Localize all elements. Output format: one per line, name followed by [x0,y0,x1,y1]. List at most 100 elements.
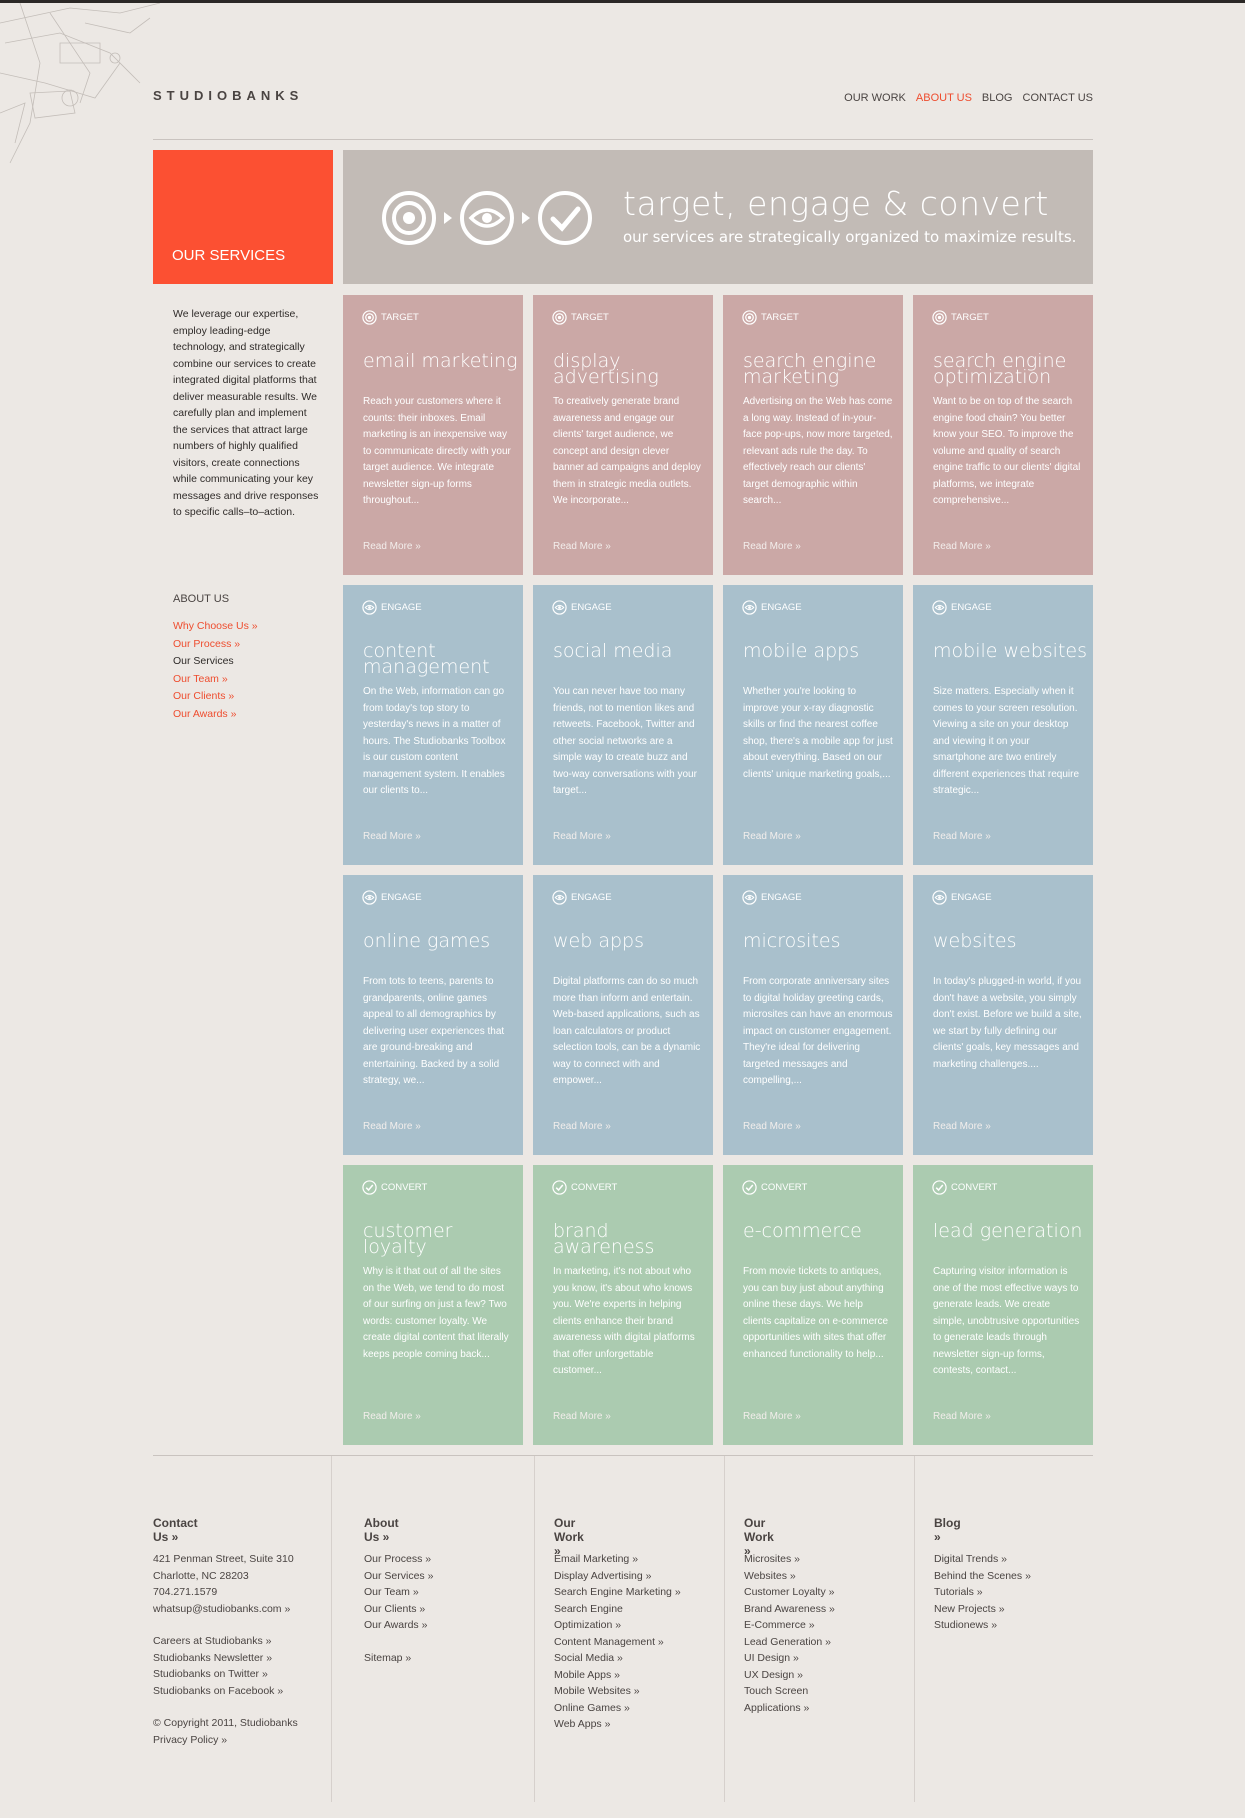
sidebar-link-our-team[interactable]: Our Team » [173,672,228,685]
footer-link[interactable]: whatsup@studiobanks.com » [153,1602,291,1615]
read-more-link[interactable]: Read More » [933,831,991,842]
service-card[interactable]: ENGAGE social media You can never have too… [533,585,713,865]
card-title[interactable]: websites [933,930,1017,952]
card-title[interactable]: web apps [553,930,644,952]
read-more-link[interactable]: Read More » [933,1121,991,1132]
footer-link[interactable]: Email Marketing » [554,1553,639,1565]
card-title[interactable]: online games [363,930,491,952]
footer-link[interactable]: Lead Generation » [744,1635,831,1648]
sidebar-link-our-process[interactable]: Our Process » [173,637,241,650]
read-more-link[interactable]: Read More » [363,831,421,842]
footer-link[interactable]: Studiobanks on Twitter » [153,1668,268,1680]
nav-contact-us[interactable]: CONTACT US [1022,92,1094,104]
sidebar-link-our-clients[interactable]: Our Clients » [173,690,235,703]
read-more-link[interactable]: Read More » [363,1121,421,1132]
sidebar-link-why-choose-us[interactable]: Why Choose Us » [173,620,258,632]
footer-link[interactable]: Brand Awareness » [744,1602,835,1615]
read-more-link[interactable]: Read More » [553,1411,611,1422]
footer-link[interactable]: Websites » [744,1569,796,1582]
card-title[interactable]: content management [363,640,490,678]
card-title[interactable]: brand awareness [553,1220,655,1258]
footer-work-heading[interactable]: Our Work » [554,1516,584,1558]
read-more-link[interactable]: Read More » [553,1121,611,1132]
card-title[interactable]: display advertising [553,350,659,388]
nav-blog[interactable]: BLOG [981,92,1013,104]
footer-link[interactable]: Our Team » [364,1586,419,1598]
footer-about-heading[interactable]: About Us » [364,1516,399,1544]
footer-link[interactable]: Mobile Apps » [554,1668,620,1681]
read-more-link[interactable]: Read More » [933,541,991,552]
service-card[interactable]: ENGAGE online games From tots to teens, pa… [343,875,523,1155]
service-card[interactable]: CONVERT brand awareness In marketing, it's… [533,1165,713,1445]
footer-blog-heading[interactable]: Blog » [934,1516,961,1544]
sidebar-link-our-services[interactable]: Our Services [173,655,234,668]
read-more-link[interactable]: Read More » [933,1411,991,1422]
read-more-link[interactable]: Read More » [743,831,801,842]
footer-link[interactable]: Studiobanks on Facebook » [153,1684,284,1697]
read-more-link[interactable]: Read More » [363,1411,421,1422]
footer-work-heading-2[interactable]: Our Work » [744,1516,774,1558]
footer-link[interactable]: Display Advertising » [554,1569,652,1582]
card-title[interactable]: search engine marketing [743,350,877,388]
sidebar-link-our-awards[interactable]: Our Awards » [173,707,237,720]
footer-link[interactable]: Social Media » [554,1652,623,1664]
service-card[interactable]: TARGET email marketing Reach your customer… [343,295,523,575]
service-card[interactable]: TARGET search engine optimization Want to … [913,295,1093,575]
service-card[interactable]: TARGET search engine marketing Advertising… [723,295,903,575]
service-card[interactable]: ENGAGE websites In today's plugged-in worl… [913,875,1093,1155]
service-card[interactable]: ENGAGE mobile apps Whether you're looking … [723,585,903,865]
footer-link[interactable]: Online Games » [554,1701,630,1714]
read-more-link[interactable]: Read More » [553,831,611,842]
nav-about-us[interactable]: ABOUT US [915,92,972,104]
card-title[interactable]: social media [553,640,673,662]
read-more-link[interactable]: Read More » [743,1411,801,1422]
footer-link[interactable]: Studionews » [934,1619,998,1631]
footer-link[interactable]: UI Design » [744,1652,799,1664]
footer-link[interactable]: Optimization » [554,1619,622,1631]
footer-link[interactable]: Sitemap » [364,1651,412,1664]
footer-link[interactable]: Mobile Websites » [554,1685,640,1697]
footer-link[interactable]: E-Commerce » [744,1619,815,1631]
service-card[interactable]: TARGET display advertising To creatively g… [533,295,713,575]
service-card[interactable]: ENGAGE content management On the Web, info… [343,585,523,865]
footer-contact-heading[interactable]: Contact Us » [153,1516,198,1544]
service-card[interactable]: ENGAGE microsites From corporate anniversa… [723,875,903,1155]
footer-link[interactable]: Careers at Studiobanks » [153,1635,272,1647]
footer-link[interactable]: New Projects » [934,1602,1005,1615]
footer-link[interactable]: Our Services » [364,1569,434,1582]
read-more-link[interactable]: Read More » [743,541,801,552]
card-title[interactable]: mobile websites [933,640,1087,662]
footer-link[interactable]: Digital Trends » [934,1553,1007,1565]
card-title[interactable]: lead generation [933,1220,1083,1242]
service-card[interactable]: CONVERT customer loyalty Why is it that ou… [343,1165,523,1445]
footer-link[interactable]: Customer Loyalty » [744,1586,835,1598]
footer-link[interactable]: Our Process » [364,1553,432,1565]
footer-link[interactable]: Studiobanks Newsletter » [153,1651,273,1664]
card-title[interactable]: customer loyalty [363,1220,453,1258]
footer-link[interactable]: Content Management » [554,1635,664,1648]
footer-link[interactable]: UX Design » [744,1668,803,1681]
footer-link[interactable]: Behind the Scenes » [934,1569,1031,1582]
footer-link[interactable]: Our Awards » [364,1619,428,1631]
card-title[interactable]: search engine optimization [933,350,1067,388]
footer-link[interactable]: Privacy Policy » [153,1733,228,1746]
footer-link[interactable]: Web Apps » [554,1718,611,1730]
card-title[interactable]: e-commerce [743,1220,862,1242]
footer-link[interactable]: Tutorials » [934,1586,983,1598]
read-more-link[interactable]: Read More » [363,541,421,552]
card-title[interactable]: mobile apps [743,640,860,662]
service-card[interactable]: ENGAGE web apps Digital platforms can do s… [533,875,713,1155]
nav-our-work[interactable]: OUR WORK [844,92,906,104]
service-card[interactable]: CONVERT lead generation Capturing visitor … [913,1165,1093,1445]
footer-link[interactable]: Our Clients » [364,1602,426,1615]
logo[interactable]: STUDIOBANKS [153,88,304,103]
footer-link[interactable]: Search Engine Marketing » [554,1586,681,1598]
footer-link[interactable]: Microsites » [744,1553,801,1565]
service-card[interactable]: ENGAGE mobile websites Size matters. Espec… [913,585,1093,865]
footer-link[interactable]: Applications » [744,1701,810,1714]
card-title[interactable]: email marketing [363,350,518,372]
read-more-link[interactable]: Read More » [553,541,611,552]
read-more-link[interactable]: Read More » [743,1121,801,1132]
card-title[interactable]: microsites [743,930,841,952]
service-card[interactable]: CONVERT e-commerce From movie tickets to a… [723,1165,903,1445]
